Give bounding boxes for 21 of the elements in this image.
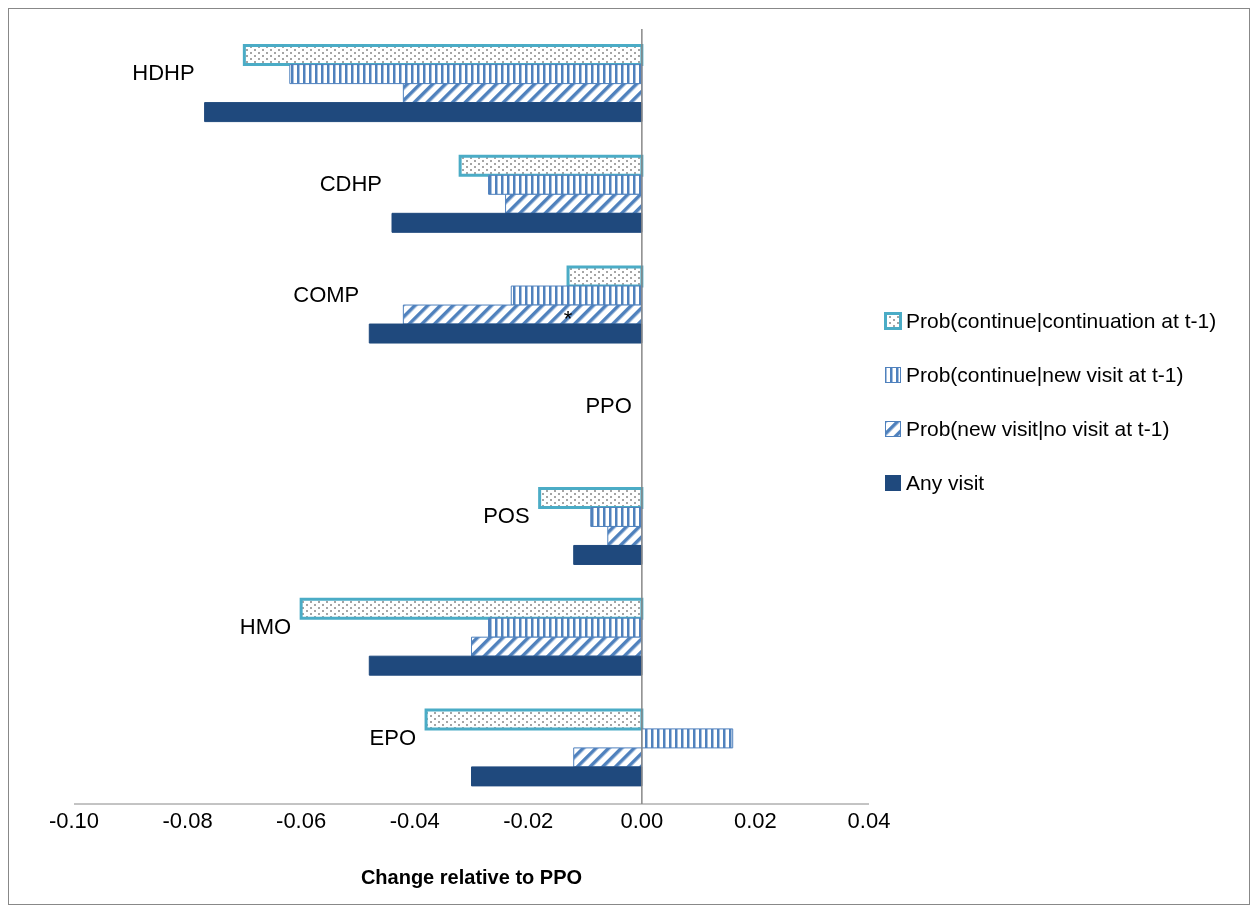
x-tick-label: -0.06: [276, 807, 327, 833]
y-tick-label: HMO: [239, 613, 292, 639]
x-tick-label: 0.04: [847, 807, 891, 833]
y-tick-label: PPO: [585, 392, 632, 418]
x-tick-label: 0.02: [734, 807, 777, 833]
y-tick-label: EPO: [369, 724, 417, 750]
x-tick-label: -0.08: [162, 807, 213, 833]
x-tick-label: -0.02: [503, 807, 554, 833]
annotation: *: [563, 305, 573, 331]
y-tick-label: CDHP: [319, 171, 382, 197]
legend-label: Prob(continue|continuation at t-1): [906, 309, 1217, 333]
legend-label: Prob(continue|new visit at t-1): [906, 363, 1184, 387]
y-tick-label: COMP: [293, 281, 360, 307]
y-tick-label: HDHP: [132, 60, 195, 86]
legend-label: Any visit: [906, 471, 985, 495]
x-tick-label: -0.04: [389, 807, 440, 833]
y-tick-label: POS: [483, 503, 530, 529]
legend-label: Prob(new visit|no visit at t-1): [906, 417, 1170, 441]
x-axis-title: Change relative to PPO: [360, 866, 583, 888]
x-tick-label: 0.00: [620, 807, 664, 833]
x-tick-label: -0.10: [48, 807, 100, 833]
